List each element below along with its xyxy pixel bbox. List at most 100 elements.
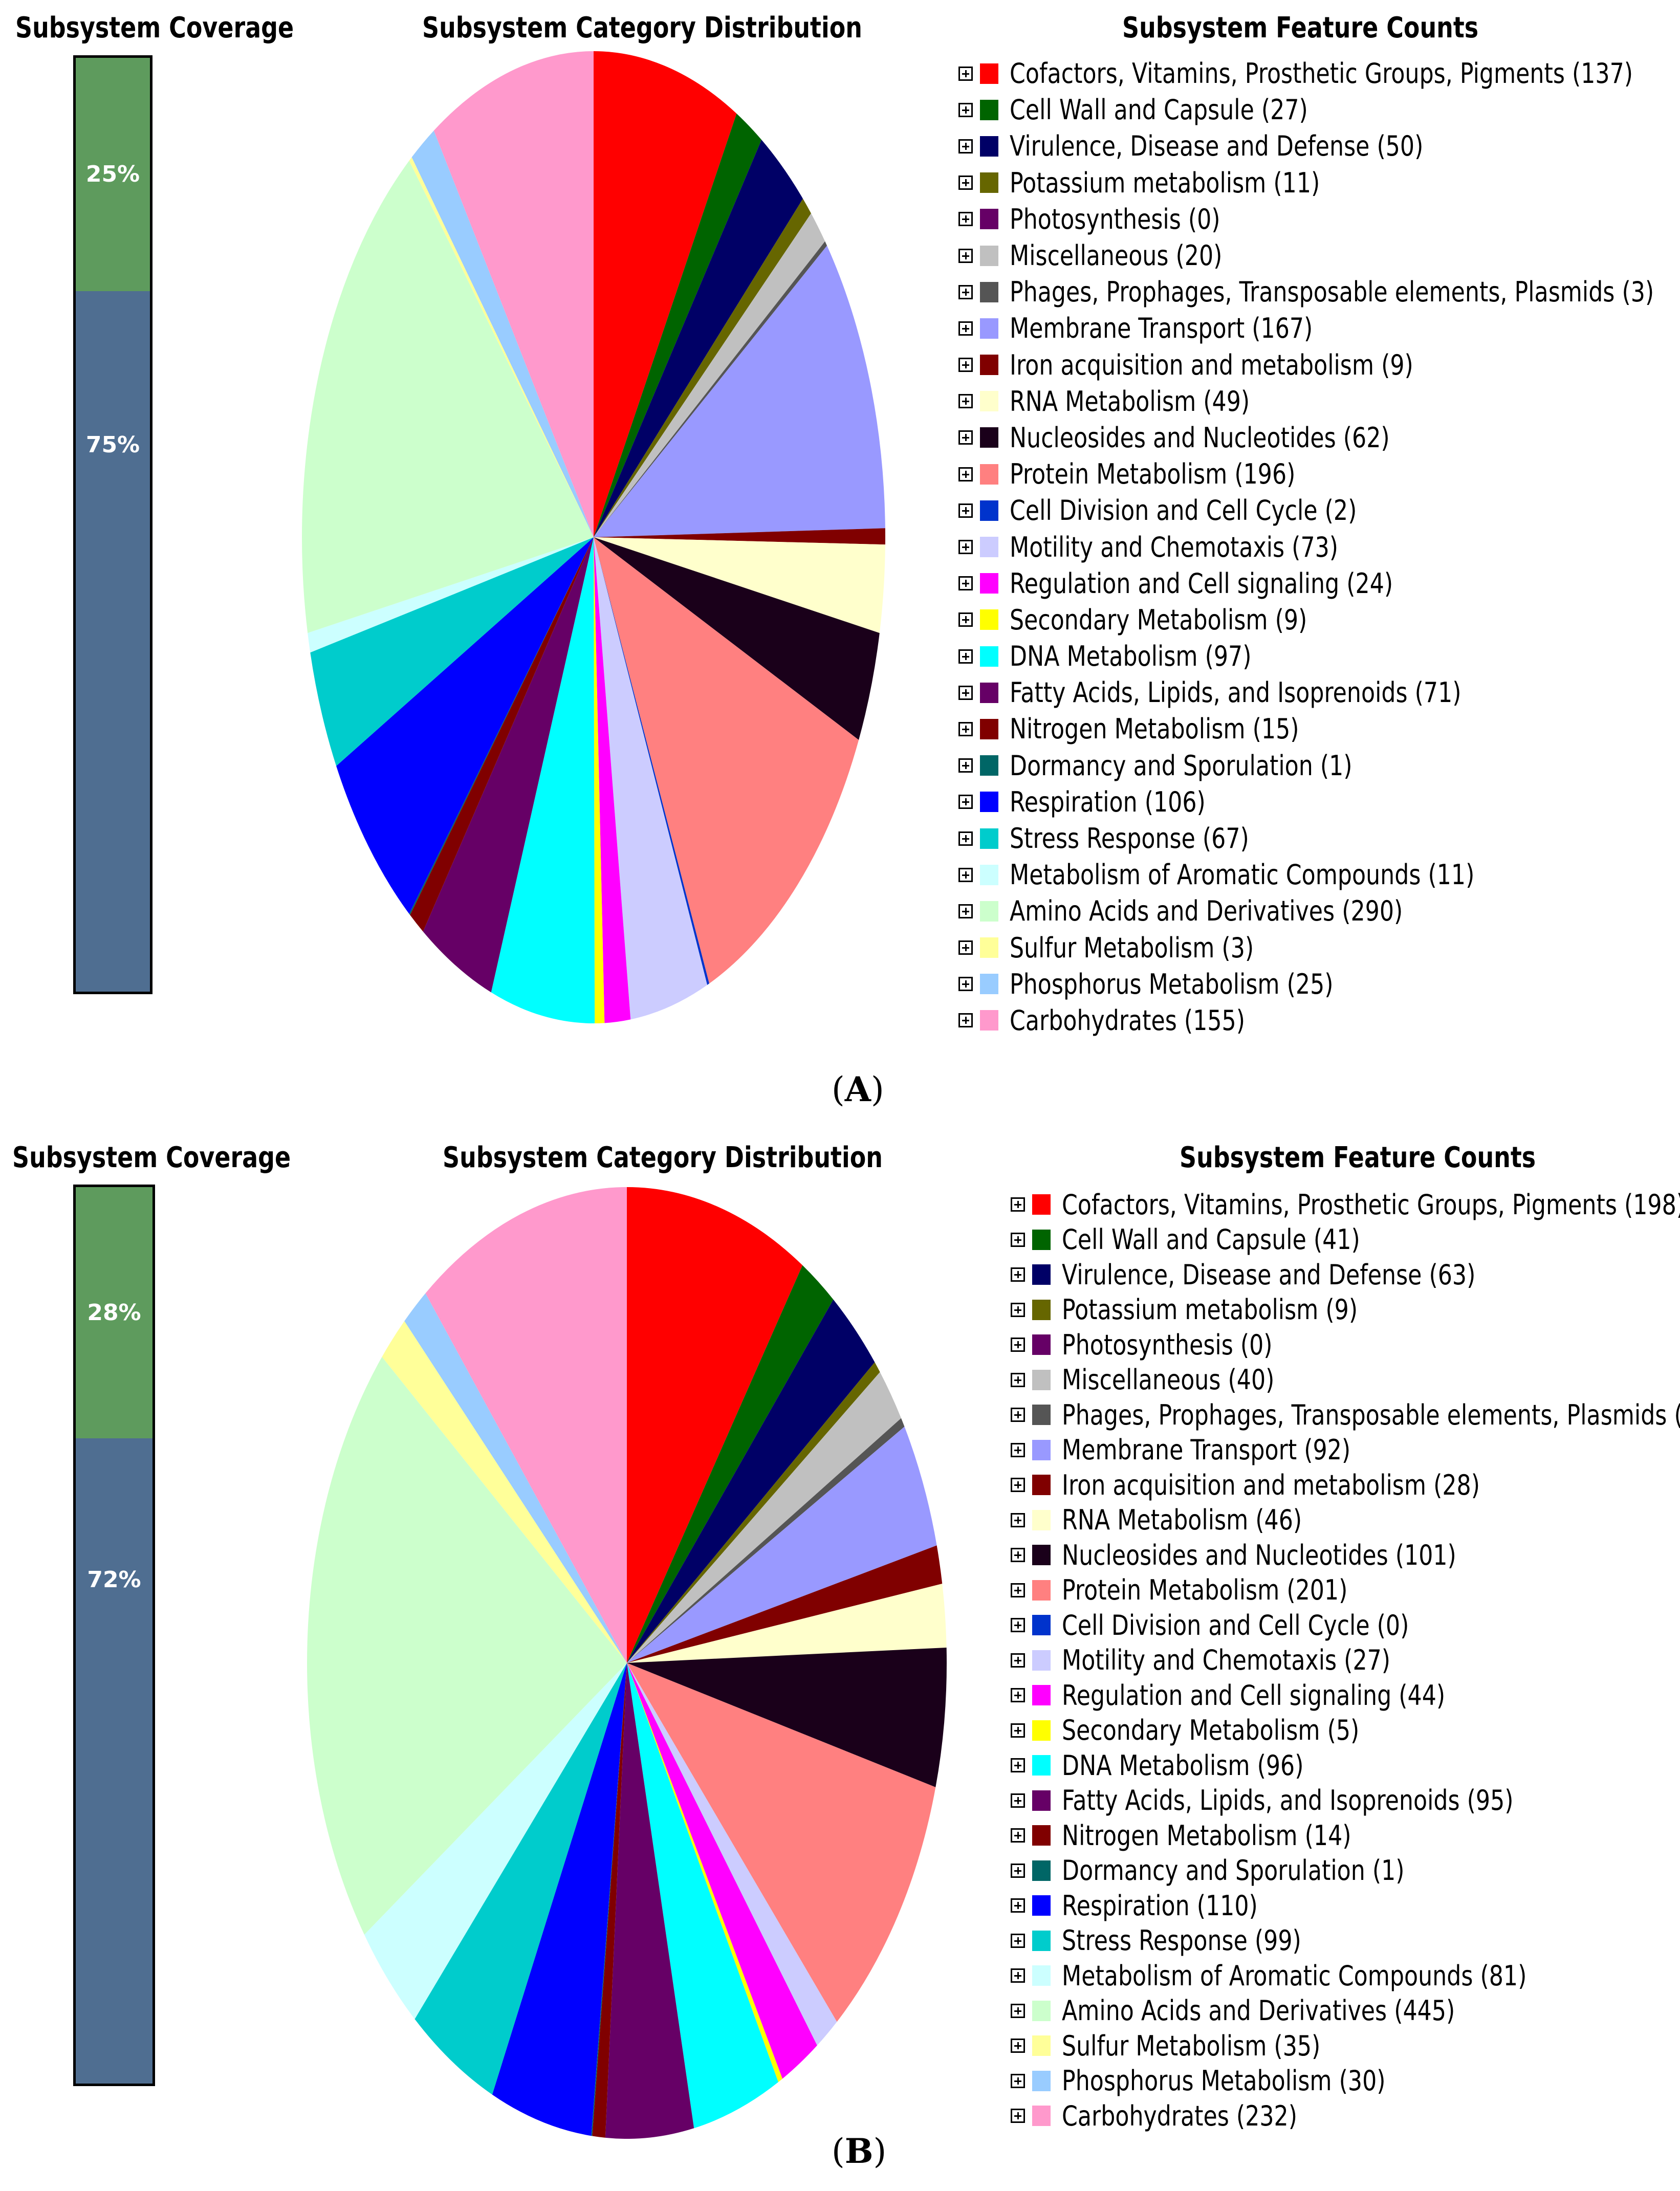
legend-label: Secondary Metabolism (5)	[1062, 1714, 1360, 1747]
legend-swatch	[1032, 2000, 1051, 2021]
expand-icon[interactable]	[1011, 1267, 1025, 1282]
pie-slice-sulfur-metabolism	[382, 1321, 627, 1663]
expand-icon[interactable]	[958, 284, 973, 299]
legend-item-membrane-transport: Membrane Transport (92)	[1011, 1433, 1680, 1468]
legend-swatch	[1032, 1755, 1051, 1776]
expand-icon[interactable]	[958, 758, 973, 773]
legend-label: Iron acquisition and metabolism (9)	[1010, 348, 1413, 381]
expand-icon[interactable]	[958, 321, 973, 336]
legend-item-phosphorus-metabolism: Phosphorus Metabolism (25)	[958, 966, 1680, 1002]
legend-swatch	[980, 209, 998, 230]
expand-icon[interactable]	[958, 394, 973, 409]
legend-item-rna-metabolism: RNA Metabolism (46)	[1011, 1503, 1680, 1538]
category-pie-chart	[301, 51, 886, 1023]
legend-item-motility-and-chemotaxis: Motility and Chemotaxis (27)	[1011, 1643, 1680, 1678]
expand-icon[interactable]	[958, 940, 973, 955]
expand-icon[interactable]	[1011, 2039, 1025, 2053]
pie-slice-membrane-transport	[627, 1427, 937, 1663]
expand-icon[interactable]	[958, 248, 973, 263]
expand-icon[interactable]	[958, 212, 973, 227]
legend-swatch	[1032, 1264, 1051, 1285]
expand-icon[interactable]	[1011, 2109, 1025, 2123]
legend-swatch	[980, 646, 998, 667]
expand-icon[interactable]	[1011, 1758, 1025, 1773]
expand-icon[interactable]	[958, 831, 973, 846]
expand-icon[interactable]	[958, 503, 973, 518]
legend-swatch	[1032, 1895, 1051, 1916]
legend-label: Respiration (110)	[1062, 1889, 1258, 1922]
expand-icon[interactable]	[1011, 1513, 1025, 1527]
expand-icon[interactable]	[1011, 1723, 1025, 1738]
expand-icon[interactable]	[1011, 2073, 1025, 2088]
expand-icon[interactable]	[1011, 1653, 1025, 1668]
legend-item-amino-acids-and-derivatives: Amino Acids and Derivatives (290)	[958, 893, 1680, 929]
expand-icon[interactable]	[958, 176, 973, 190]
coverage-title: Subsystem Coverage	[12, 1141, 291, 1174]
pie-slice-motility-and-chemotaxis	[627, 1663, 837, 2046]
pie-slice-fatty-acids-lipids-and-isoprenoids	[423, 537, 594, 993]
expand-icon[interactable]	[958, 977, 973, 992]
expand-icon[interactable]	[1011, 1408, 1025, 1422]
legend-label: RNA Metabolism (46)	[1062, 1504, 1302, 1537]
expand-icon[interactable]	[958, 649, 973, 664]
legend-item-dormancy-and-sporulation: Dormancy and Sporulation (1)	[958, 748, 1680, 784]
expand-icon[interactable]	[1011, 1372, 1025, 1387]
expand-icon[interactable]	[958, 139, 973, 154]
expand-icon[interactable]	[958, 685, 973, 700]
legend-swatch	[980, 682, 998, 703]
expand-icon[interactable]	[958, 721, 973, 736]
legend-item-stress-response: Stress Response (67)	[958, 820, 1680, 857]
expand-icon[interactable]	[958, 1013, 973, 1028]
legend-item-metabolism-of-aromatic-compounds: Metabolism of Aromatic Compounds (81)	[1011, 1958, 1680, 1993]
legend-label: Phosphorus Metabolism (30)	[1062, 2065, 1386, 2097]
legend-item-respiration: Respiration (110)	[1011, 1888, 1680, 1923]
pie-slice-membrane-transport	[594, 246, 885, 537]
expand-icon[interactable]	[1011, 1793, 1025, 1808]
expand-icon[interactable]	[958, 576, 973, 591]
panel-a: Subsystem Coverage Subsystem Category Di…	[15, 11, 1680, 1109]
expand-icon[interactable]	[958, 430, 973, 445]
panel-label: (B)	[832, 2131, 887, 2171]
legend-item-dna-metabolism: DNA Metabolism (97)	[958, 638, 1680, 674]
expand-icon[interactable]	[958, 795, 973, 809]
expand-icon[interactable]	[1011, 1583, 1025, 1597]
legend-item-phages-prophages-transposable-elements-plasmids: Phages, Prophages, Transposable elements…	[1011, 1397, 1680, 1433]
expand-icon[interactable]	[1011, 1442, 1025, 1457]
expand-icon[interactable]	[958, 540, 973, 555]
pie-slice-potassium-metabolism	[594, 199, 812, 537]
expand-icon[interactable]	[1011, 1338, 1025, 1352]
legend-label: Iron acquisition and metabolism (28)	[1062, 1469, 1480, 1501]
expand-icon[interactable]	[958, 467, 973, 481]
expand-icon[interactable]	[958, 612, 973, 627]
legend-label: Phosphorus Metabolism (25)	[1010, 968, 1334, 1000]
expand-icon[interactable]	[958, 102, 973, 117]
expand-icon[interactable]	[958, 904, 973, 918]
expand-icon[interactable]	[1011, 1898, 1025, 1913]
pie-slice-cell-division-and-cell-cycle	[594, 537, 709, 985]
expand-icon[interactable]	[1011, 2003, 1025, 2018]
expand-icon[interactable]	[1011, 1302, 1025, 1317]
panel-b: Subsystem Coverage Subsystem Category Di…	[0, 1121, 1680, 2191]
legend-item-photosynthesis: Photosynthesis (0)	[1011, 1327, 1680, 1363]
expand-icon[interactable]	[1011, 1968, 1025, 1983]
legend-swatch	[980, 281, 998, 302]
expand-icon[interactable]	[1011, 1688, 1025, 1703]
expand-icon[interactable]	[1011, 1863, 1025, 1878]
category-pie-chart	[307, 1187, 947, 2139]
expand-icon[interactable]	[958, 867, 973, 882]
expand-icon[interactable]	[958, 358, 973, 373]
expand-icon[interactable]	[1011, 1933, 1025, 1948]
legend-label: Miscellaneous (40)	[1062, 1364, 1275, 1396]
legend-label: RNA Metabolism (49)	[1010, 385, 1250, 418]
expand-icon[interactable]	[1011, 1197, 1025, 1212]
expand-icon[interactable]	[1011, 1828, 1025, 1843]
expand-icon[interactable]	[1011, 1548, 1025, 1563]
expand-icon[interactable]	[1011, 1618, 1025, 1633]
legend-item-carbohydrates: Carbohydrates (155)	[958, 1002, 1680, 1039]
legend-swatch	[1032, 1965, 1051, 1986]
legend-label: Amino Acids and Derivatives (445)	[1062, 1995, 1455, 2027]
expand-icon[interactable]	[958, 66, 973, 81]
legend-swatch	[980, 427, 998, 448]
expand-icon[interactable]	[1011, 1478, 1025, 1493]
expand-icon[interactable]	[1011, 1232, 1025, 1247]
